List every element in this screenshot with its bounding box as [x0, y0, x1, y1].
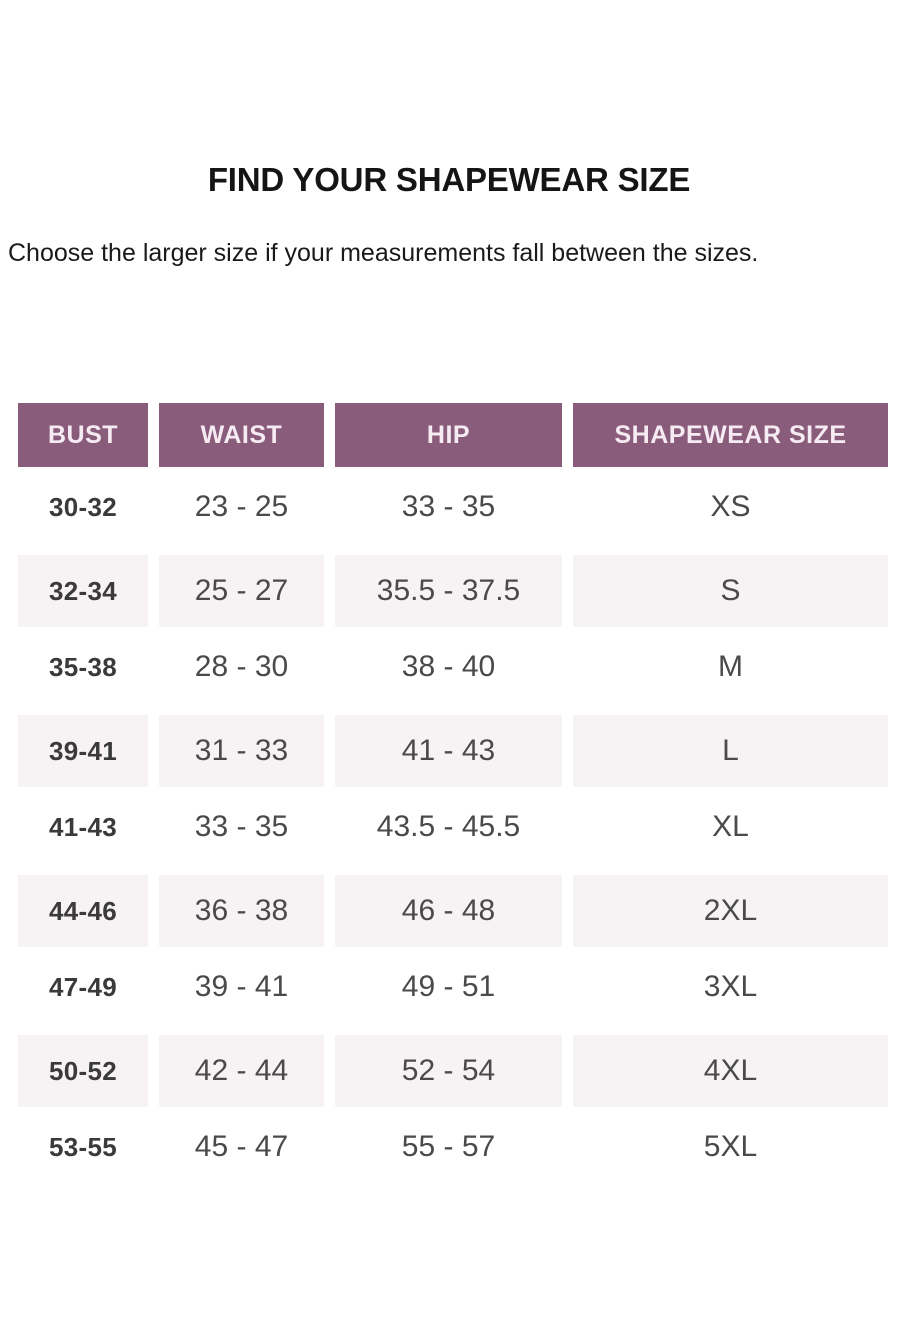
waist-cell: 39 - 41 [194, 970, 289, 1004]
size-cell: XL [712, 810, 749, 844]
hip-cell: 52 - 54 [335, 1027, 562, 1108]
table-row: 47-49 39 - 41 49 - 51 3XL [0, 947, 898, 1027]
table-row: 50-52 42 - 44 52 - 54 4XL [0, 1027, 898, 1108]
waist-cell: 45 - 47 [194, 1130, 289, 1164]
size-cell: 2XL [573, 867, 888, 948]
bust-cell: 39-41 [18, 707, 148, 788]
table-row: 44-46 36 - 38 46 - 48 2XL [0, 867, 898, 948]
page-title: FIND YOUR SHAPEWEAR SIZE [207, 161, 691, 198]
waist-cell: 31 - 33 [159, 707, 324, 788]
size-chart-page: FIND YOUR SHAPEWEAR SIZE Choose the larg… [0, 160, 898, 1330]
bust-cell: 47-49 [49, 971, 117, 1002]
hip-cell: 55 - 57 [401, 1130, 496, 1164]
column-header-hip: HIP [335, 403, 562, 468]
table-header-row: BUST WAIST HIP SHAPEWEAR SIZE [0, 403, 898, 468]
size-cell: S [573, 547, 888, 628]
hip-cell: 41 - 43 [335, 707, 562, 788]
size-cell: XS [710, 490, 751, 524]
hip-cell: 38 - 40 [401, 650, 496, 684]
bust-cell: 41-43 [49, 811, 117, 842]
size-cell: 5XL [703, 1130, 758, 1164]
hip-cell: 35.5 - 37.5 [335, 547, 562, 628]
bust-cell: 50-52 [18, 1027, 148, 1108]
table-row: 39-41 31 - 33 41 - 43 L [0, 707, 898, 788]
hip-cell: 49 - 51 [401, 970, 496, 1004]
size-chart-table: BUST WAIST HIP SHAPEWEAR SIZE 30-32 23 - … [0, 403, 898, 1187]
size-cell: 4XL [573, 1027, 888, 1108]
waist-cell: 25 - 27 [159, 547, 324, 628]
size-note: Choose the larger size if your measureme… [8, 238, 759, 267]
hip-cell: 43.5 - 45.5 [376, 810, 521, 844]
table-row: 32-34 25 - 27 35.5 - 37.5 S [0, 547, 898, 628]
waist-cell: 23 - 25 [194, 490, 289, 524]
table-row: 41-43 33 - 35 43.5 - 45.5 XL [0, 787, 898, 867]
table-row: 35-38 28 - 30 38 - 40 M [0, 627, 898, 707]
hip-cell: 33 - 35 [401, 490, 496, 524]
size-cell: L [573, 707, 888, 788]
size-cell: M [718, 650, 743, 684]
column-header-shapewear-size: SHAPEWEAR SIZE [573, 403, 888, 468]
size-cell: 3XL [703, 970, 758, 1004]
table-body: 30-32 23 - 25 33 - 35 XS 32-34 25 - 27 35.5 - … [0, 467, 898, 1187]
table-row: 30-32 23 - 25 33 - 35 XS [0, 467, 898, 547]
column-header-waist: WAIST [159, 403, 324, 468]
waist-cell: 36 - 38 [159, 867, 324, 948]
column-header-bust: BUST [18, 403, 148, 468]
hip-cell: 46 - 48 [335, 867, 562, 948]
bust-cell: 30-32 [49, 491, 117, 522]
waist-cell: 33 - 35 [194, 810, 289, 844]
bust-cell: 35-38 [49, 651, 117, 682]
bust-cell: 32-34 [18, 547, 148, 628]
bust-cell: 44-46 [18, 867, 148, 948]
table-row: 53-55 45 - 47 55 - 57 5XL [0, 1107, 898, 1187]
bust-cell: 53-55 [49, 1131, 117, 1162]
waist-cell: 42 - 44 [159, 1027, 324, 1108]
waist-cell: 28 - 30 [194, 650, 289, 684]
